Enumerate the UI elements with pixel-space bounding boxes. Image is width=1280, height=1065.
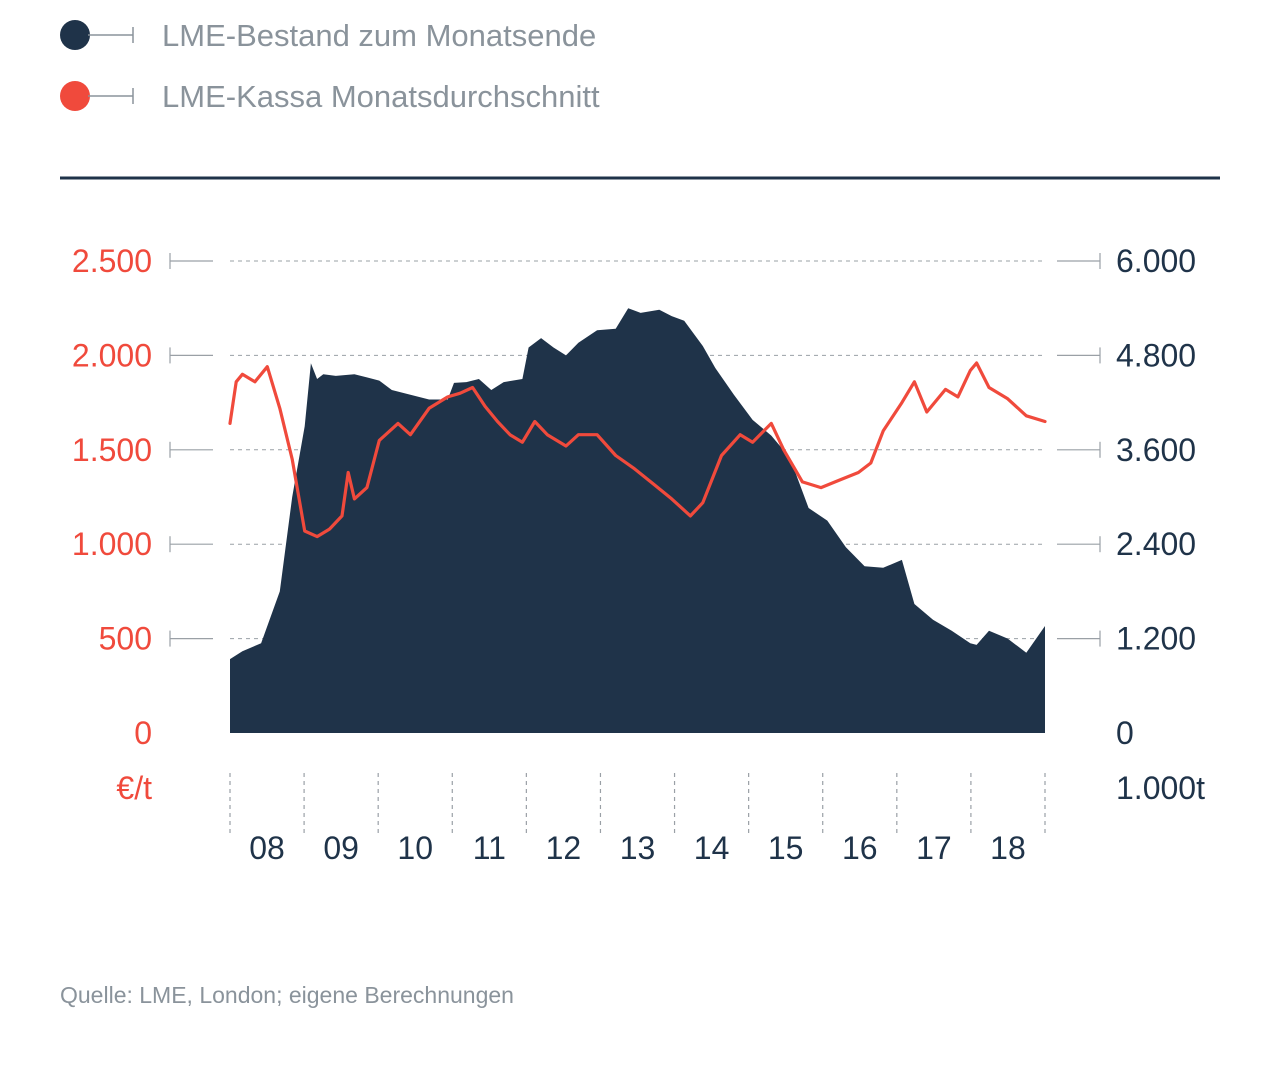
legend-label-price: LME-Kassa Monatsdurchschnitt bbox=[162, 79, 600, 114]
legend-marker-price bbox=[60, 81, 90, 111]
x-axis-year-label: 12 bbox=[546, 830, 582, 866]
x-axis-year-label: 08 bbox=[249, 830, 285, 866]
x-axis-year-label: 15 bbox=[768, 830, 804, 866]
x-axis-year-label: 10 bbox=[397, 830, 433, 866]
stock-area bbox=[230, 308, 1045, 733]
left-axis: 0 500 1.000 1.500 2.000 2.500 bbox=[72, 243, 213, 751]
legend: LME-Bestand zum Monatsende LME-Kassa Mon… bbox=[60, 18, 600, 114]
right-axis: 0 1.200 2.400 3.600 4.800 6.000 bbox=[1057, 243, 1196, 751]
x-axis-year-label: 17 bbox=[916, 830, 952, 866]
left-tick-label: 1.500 bbox=[72, 432, 152, 468]
legend-item-stock: LME-Bestand zum Monatsende bbox=[60, 18, 596, 53]
right-tick-label: 3.600 bbox=[1116, 432, 1196, 468]
x-axis-year-label: 14 bbox=[694, 830, 730, 866]
right-axis-unit-label: 1.000t bbox=[1116, 770, 1205, 806]
price-line bbox=[228, 361, 1047, 539]
x-axis-year-label: 11 bbox=[473, 830, 506, 866]
legend-marker-stock bbox=[60, 20, 90, 50]
stock-area-layer bbox=[230, 308, 1045, 733]
left-tick-label: 1.000 bbox=[72, 526, 152, 562]
x-axis-year-label: 09 bbox=[323, 830, 359, 866]
legend-label-stock: LME-Bestand zum Monatsende bbox=[162, 18, 596, 53]
left-tick-label: 0 bbox=[134, 715, 152, 751]
right-tick-label: 1.200 bbox=[1116, 621, 1196, 657]
x-axis-year-label: 13 bbox=[620, 830, 656, 866]
right-tick-label: 2.400 bbox=[1116, 526, 1196, 562]
left-tick-label: 500 bbox=[99, 621, 152, 657]
left-tick-label: 2.000 bbox=[72, 337, 152, 373]
right-tick-label: 0 bbox=[1116, 715, 1134, 751]
legend-item-price: LME-Kassa Monatsdurchschnitt bbox=[60, 79, 600, 114]
source-note: Quelle: LME, London; eigene Berechnungen bbox=[60, 982, 514, 1008]
right-tick-label: 6.000 bbox=[1116, 243, 1196, 279]
price-line-layer bbox=[228, 361, 1047, 539]
right-tick-label: 4.800 bbox=[1116, 337, 1196, 373]
left-axis-unit-label: €/t bbox=[116, 770, 152, 806]
x-axis-year-label: 18 bbox=[990, 830, 1026, 866]
x-axis-year-label: 16 bbox=[842, 830, 878, 866]
x-axis: 08 09 10 11 12 13 14 15 16 17 18 bbox=[229, 773, 1046, 866]
left-tick-label: 2.500 bbox=[72, 243, 152, 279]
